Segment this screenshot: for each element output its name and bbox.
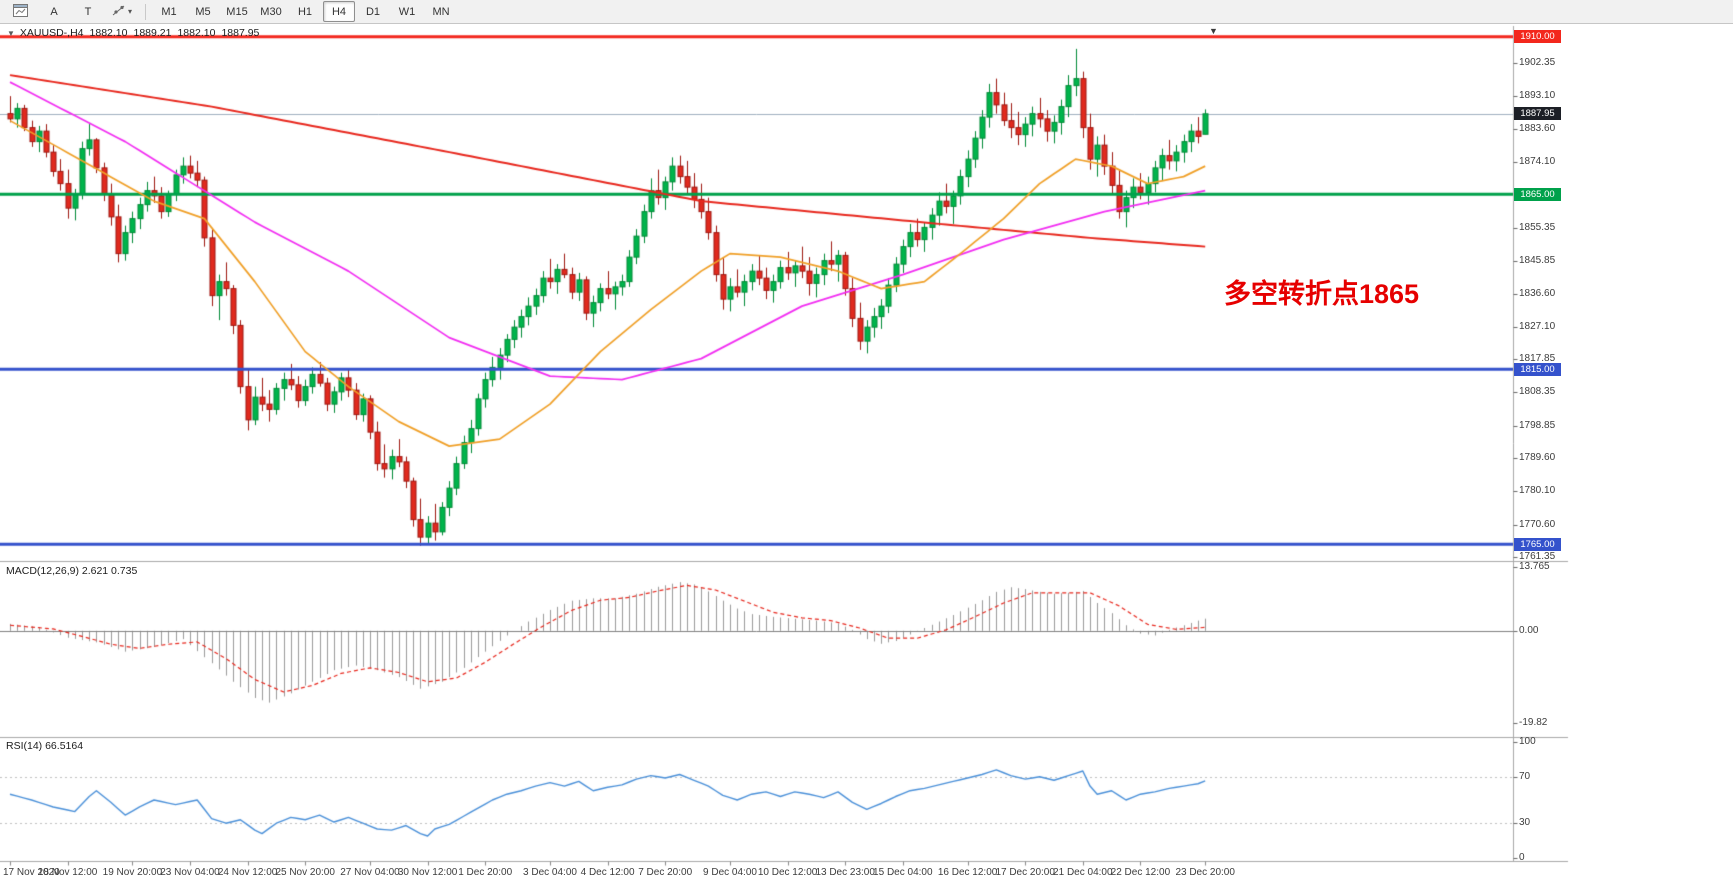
timeframe-button-w1[interactable]: W1 xyxy=(398,5,416,18)
timeframe-button-mn[interactable]: MN xyxy=(432,5,450,18)
symbol-period-label: XAUUSD-,H4 xyxy=(19,27,84,39)
chart-annotation: 多空转折点1865 xyxy=(1224,279,1420,309)
chart-window-icon xyxy=(12,3,28,20)
chart-shift-marker-icon[interactable]: ▼ xyxy=(1209,26,1218,36)
shapes-tool-button[interactable]: ▾ xyxy=(106,1,138,22)
macd-indicator-title: MACD(12,26,9) 2.621 0.735 xyxy=(6,565,138,577)
timeframe-button-m1[interactable]: M1 xyxy=(161,5,177,18)
ohlc-high-value: 1889.21 xyxy=(133,27,172,39)
ohlc-open-value: 1882.10 xyxy=(89,27,128,39)
timeframe-group: M1 M5 M15 M30 H1 H4 D1 W1 MN xyxy=(152,1,458,22)
ohlc-close-value: 1887.95 xyxy=(221,27,260,39)
timeframe-button-m15[interactable]: M15 xyxy=(226,5,248,18)
ohlc-low-value: 1882.10 xyxy=(177,27,216,39)
chart-windows-button[interactable] xyxy=(4,1,36,22)
timeframe-button-h4[interactable]: H4 xyxy=(323,1,355,22)
rsi-indicator-title: RSI(14) 66.5164 xyxy=(6,740,84,752)
timeframe-button-h1[interactable]: H1 xyxy=(297,5,313,18)
toolbar: A T ▾ M1 M5 M15 M30 H1 H4 D1 W1 MN xyxy=(0,0,1733,24)
symbol-dropdown-icon[interactable]: ▼ xyxy=(7,28,15,38)
arrow-tool-button[interactable]: A xyxy=(50,5,58,18)
toolbar-separator xyxy=(145,3,146,20)
timeframe-button-m30[interactable]: M30 xyxy=(260,5,282,18)
timeframe-button-d1[interactable]: D1 xyxy=(365,5,381,18)
text-tool-button[interactable]: T xyxy=(84,5,92,18)
chevron-down-icon: ▾ xyxy=(127,7,132,16)
chart-title: ▼ XAUUSD-,H4 1882.10 1889.21 1882.10 188… xyxy=(7,27,259,39)
timeframe-button-m5[interactable]: M5 xyxy=(195,5,211,18)
shapes-icon xyxy=(112,4,126,20)
